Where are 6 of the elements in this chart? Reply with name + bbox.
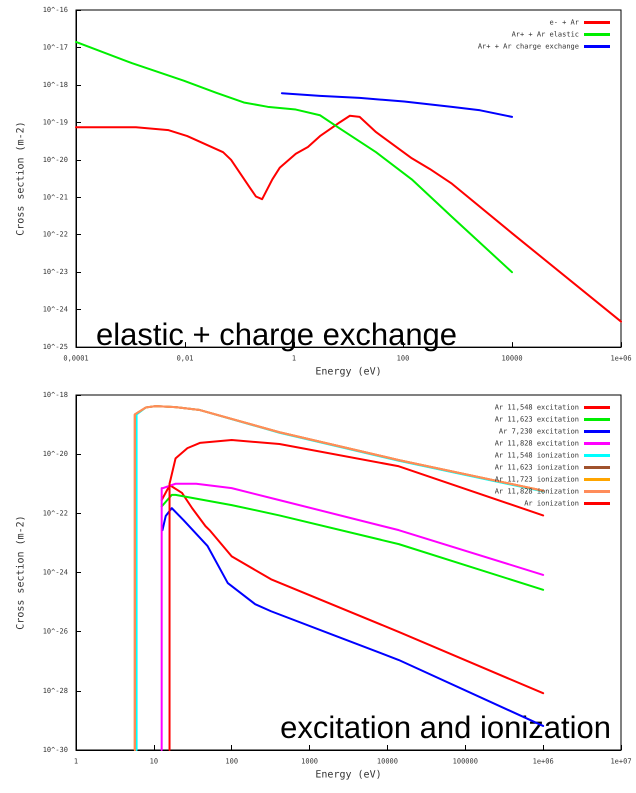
x-axis-title: Energy (eV) <box>315 366 382 378</box>
x-axis-title: Energy (eV) <box>315 769 382 780</box>
annotation: excitation and ionization <box>280 710 611 745</box>
annotation: elastic + charge exchange <box>96 317 458 352</box>
y-axis-title: Cross section (m-2) <box>16 515 26 630</box>
y-axis-title: Cross section (m-2) <box>16 121 26 236</box>
